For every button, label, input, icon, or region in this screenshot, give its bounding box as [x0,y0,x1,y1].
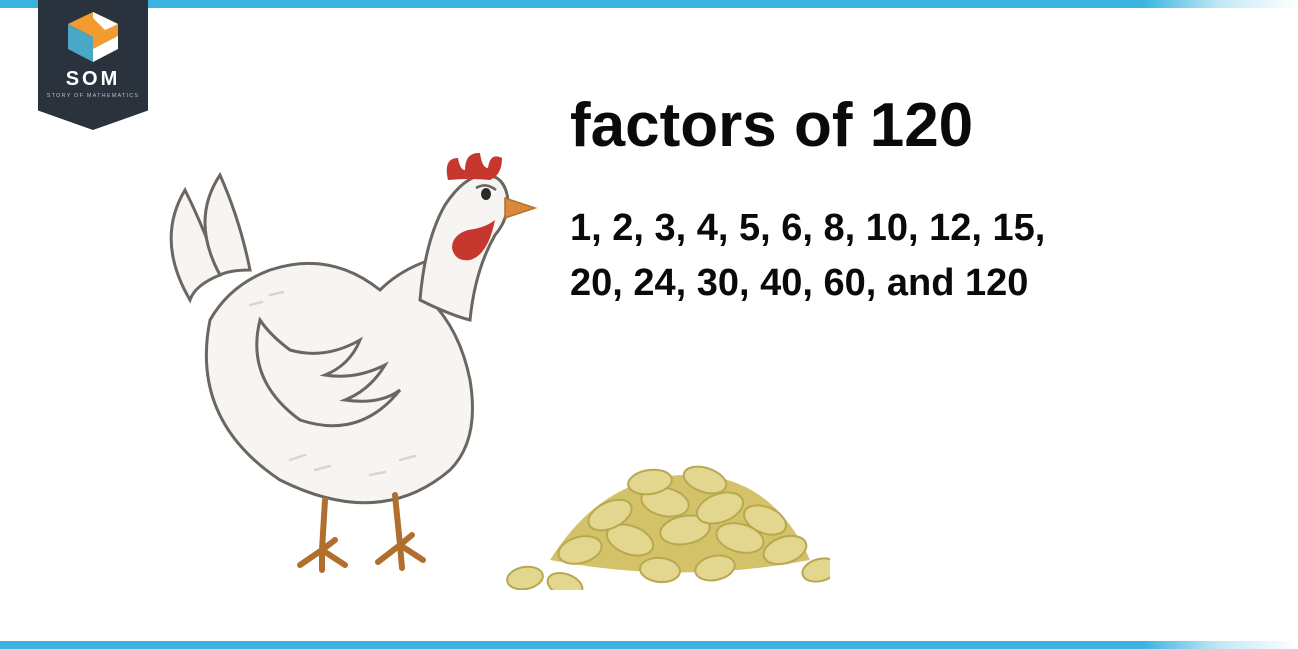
logo-background: SOM STORY OF MATHEMATICS [38,0,148,130]
logo-badge: SOM STORY OF MATHEMATICS [38,0,148,130]
main-content: factors of 120 1, 2, 3, 4, 5, 6, 8, 10, … [0,0,1298,649]
grain-pile-icon [505,462,830,590]
factors-line-1: 1, 2, 3, 4, 5, 6, 8, 10, 12, 15, [570,207,1045,249]
logo-icon [68,12,118,62]
logo-brand-text: SOM [66,68,121,91]
chicken-icon [171,153,535,570]
factors-line-2: 20, 24, 30, 40, 60, and 120 [570,262,1028,304]
page-title: factors of 120 [570,90,1210,161]
text-block: factors of 120 1, 2, 3, 4, 5, 6, 8, 10, … [570,90,1210,311]
factors-list: 1, 2, 3, 4, 5, 6, 8, 10, 12, 15, 20, 24,… [570,201,1210,311]
logo-subtitle: STORY OF MATHEMATICS [47,93,140,99]
